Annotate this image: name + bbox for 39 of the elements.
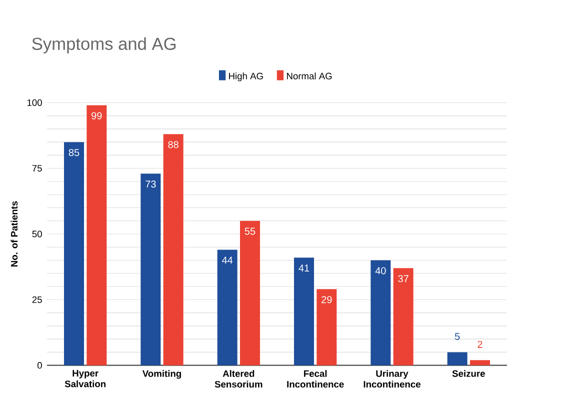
y-tick-label: 0 [37,362,42,369]
y-axis-title: No. of Patients [10,201,18,266]
bar [470,360,490,366]
data-label: 44 [222,256,233,264]
x-tick-label: Seizure [452,370,485,377]
bar [140,174,161,366]
data-label: 41 [298,264,310,272]
data-label: 40 [375,267,386,274]
bar [217,250,238,366]
x-tick-label: Hyper Salvation [64,370,106,388]
chart-title: Symptoms and AG [32,37,176,54]
bar [240,220,260,366]
x-tick-label: Altered Sensorium [214,370,262,388]
bar [393,268,414,366]
data-label: 2 [478,340,482,348]
y-tick-label: 100 [27,99,42,106]
data-label: 29 [322,296,332,304]
x-tick-label: Fecal Incontinence [287,370,344,388]
legend-label: Normal AG [287,72,332,80]
legend-label: High AG [229,72,263,82]
x-tick-label: Urinary Incontinence [364,370,420,388]
data-label: 55 [244,228,256,235]
bar [163,134,184,366]
data-label: 88 [168,141,178,148]
y-tick-label: 25 [32,296,42,303]
data-label: 85 [68,149,80,156]
data-label: 5 [454,332,460,340]
bar [64,142,84,366]
bar [447,352,468,366]
bar [316,289,337,366]
data-label: 37 [398,275,408,282]
y-tick-label: 75 [32,165,42,172]
y-tick-label: 50 [32,230,42,238]
bar [370,260,391,366]
data-label: 73 [146,180,156,188]
bar [86,105,107,366]
bar [294,258,314,366]
x-tick-label: Vomiting [142,370,182,379]
data-label: 99 [92,112,102,120]
